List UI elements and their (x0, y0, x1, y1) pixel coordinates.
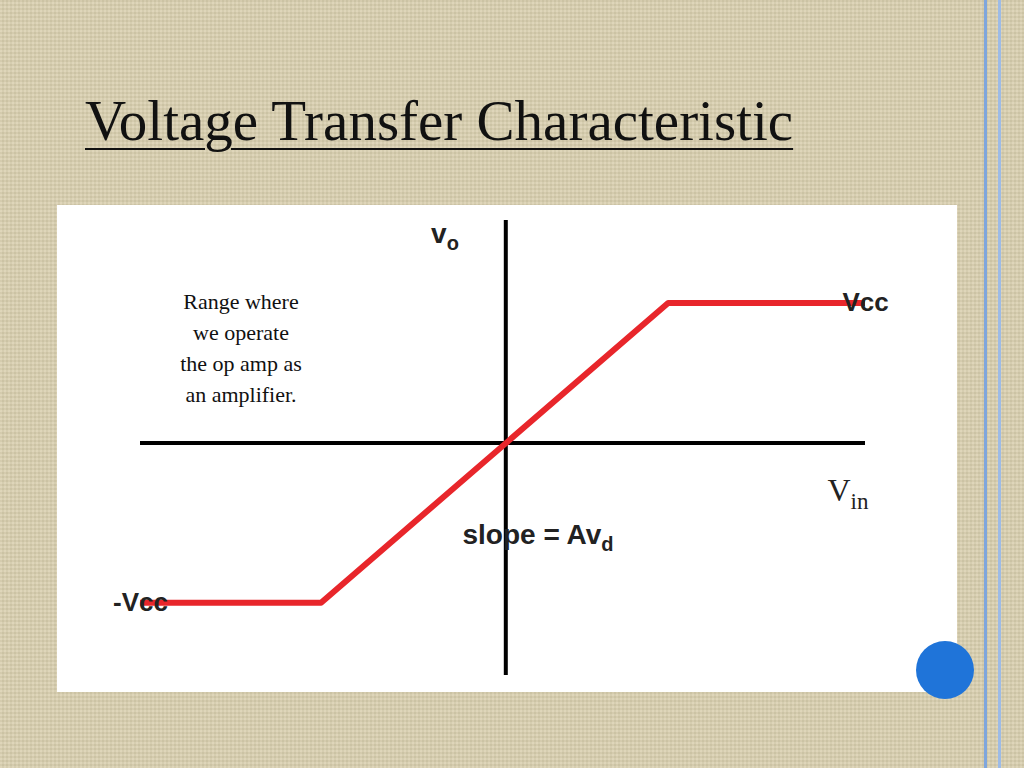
svg-text:an amplifier.: an amplifier. (185, 382, 296, 407)
svg-text:the op amp as: the op amp as (180, 351, 302, 376)
svg-text:we operate: we operate (193, 320, 289, 345)
svg-text:Range where: Range where (183, 289, 298, 314)
svg-text:vo: vo (431, 218, 459, 254)
svg-text:slope = Avd: slope = Avd (463, 519, 614, 555)
svg-text:Vin: Vin (828, 472, 869, 514)
html-text:Voltage Transfer Characteristi: Voltage Transfer Characteristic (85, 89, 794, 152)
svg-text:-Vcc: -Vcc (113, 587, 168, 617)
svg-text:Vcc: Vcc (842, 287, 888, 317)
